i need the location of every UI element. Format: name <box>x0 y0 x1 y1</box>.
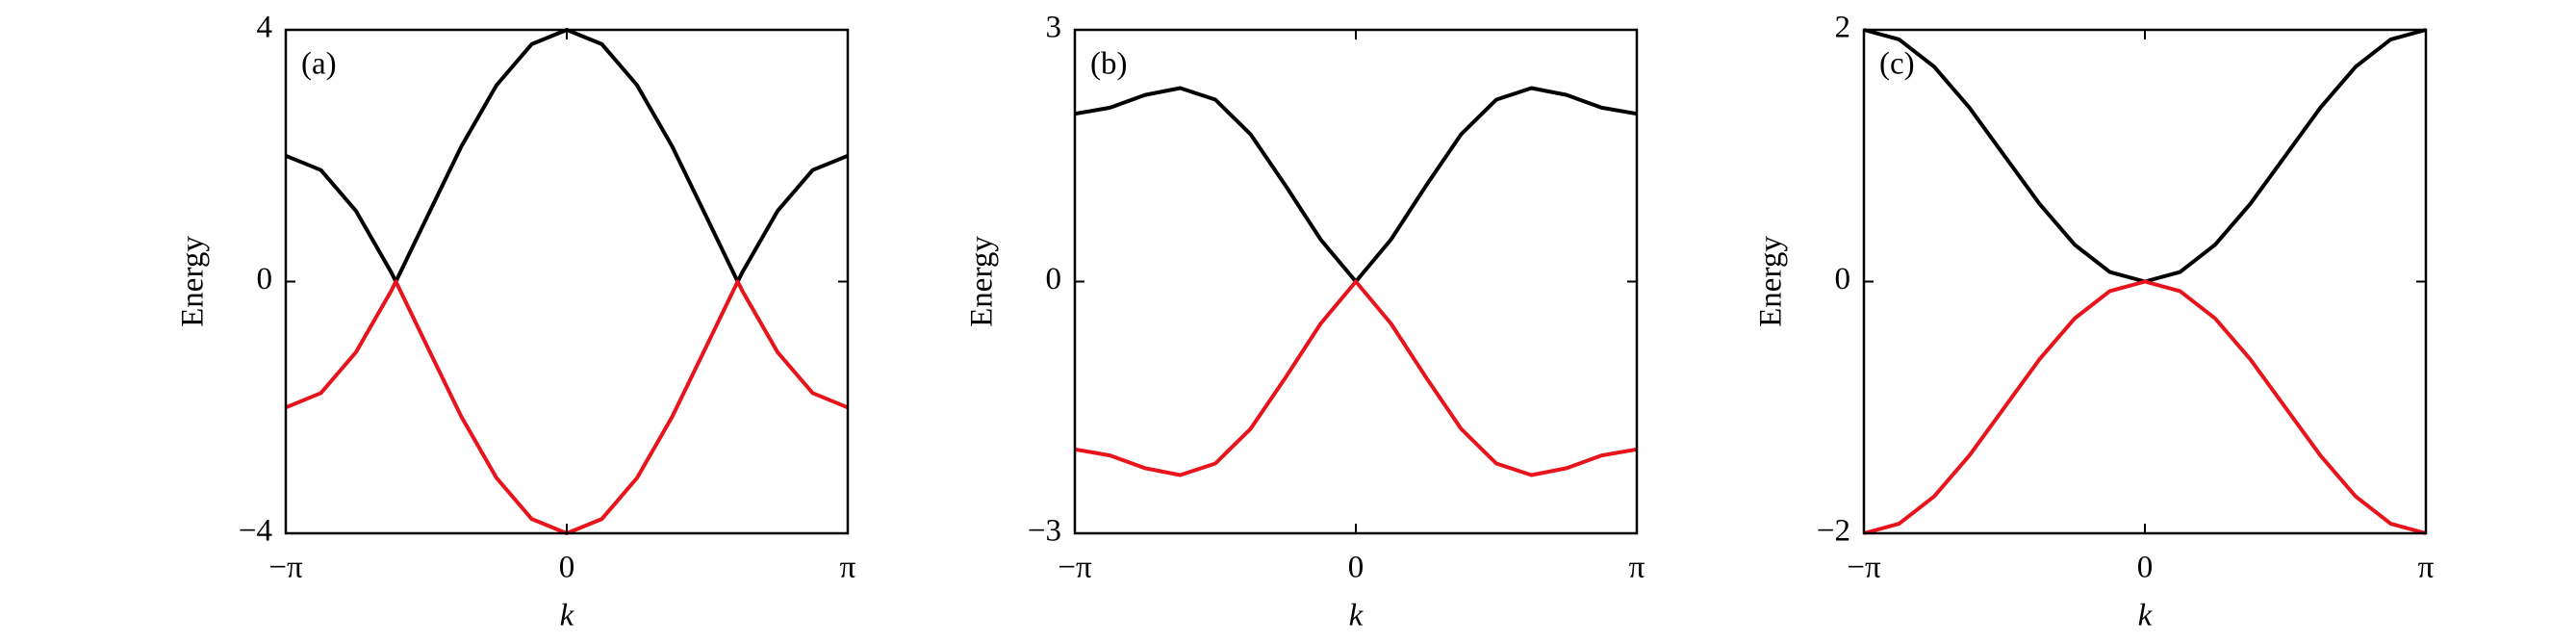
y-tick-label: −2 <box>1817 514 1850 549</box>
energy-band <box>1863 279 2427 535</box>
y-axis-label: Energy <box>965 236 1000 327</box>
x-tick-label: π <box>2418 551 2435 585</box>
x-tick-label: π <box>1629 551 1645 585</box>
x-tick-label: −π <box>1847 551 1881 585</box>
x-tick-label: −π <box>1058 551 1092 585</box>
x-axis-label: k <box>560 599 575 633</box>
plot-frame <box>284 28 850 535</box>
y-tick-label: 2 <box>1835 11 1851 45</box>
panel-label: (c) <box>1879 47 1915 82</box>
energy-band <box>1074 86 1638 284</box>
y-tick-label: 0 <box>1046 262 1062 296</box>
energy-band <box>1863 28 2427 284</box>
y-tick-label: 3 <box>1046 11 1062 45</box>
panel-label: (b) <box>1090 47 1127 82</box>
x-tick-label: 0 <box>1348 551 1365 585</box>
y-tick-label: 4 <box>257 11 273 45</box>
y-axis-label: Energy <box>176 236 211 327</box>
energy-band <box>285 28 849 284</box>
energy-band <box>1074 279 1638 477</box>
y-axis-label: Energy <box>1754 236 1789 327</box>
x-axis-label: k <box>2138 599 2154 633</box>
y-tick-label: −4 <box>239 514 272 549</box>
y-tick-label: 0 <box>1835 262 1851 296</box>
x-tick-label: π <box>840 551 856 585</box>
energy-band <box>285 279 849 535</box>
y-tick-label: 0 <box>257 262 273 296</box>
x-tick-label: 0 <box>2137 551 2154 585</box>
x-tick-label: −π <box>268 551 303 585</box>
x-axis-label: k <box>1349 599 1365 633</box>
x-tick-label: 0 <box>559 551 575 585</box>
y-tick-label: −3 <box>1028 514 1061 549</box>
panel-label: (a) <box>301 47 337 82</box>
